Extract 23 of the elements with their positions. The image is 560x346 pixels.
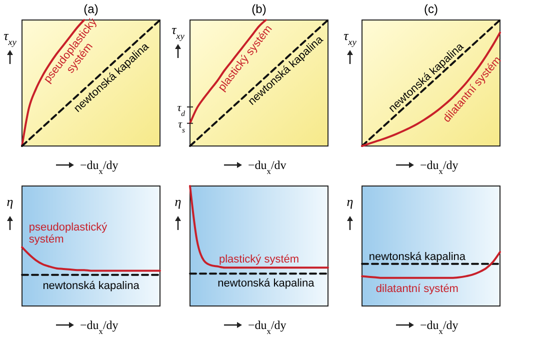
chart-title: (b) [252,2,266,16]
y-axis-title: η [174,194,182,209]
x-axis-title: −du$_{x}$/dy [420,158,458,176]
y-axis-title: η [6,194,14,209]
chart-title: (a) [84,2,98,16]
series-label: pseudoplastický systém [28,221,108,246]
x-axis-title: −du$_{x}$/dy [248,318,286,336]
series-label: newtonská kapalina [42,280,140,292]
ref-line-label: τ$_{d}$ [177,102,186,118]
series-label: newtonská kapalina [368,250,466,263]
series-label: newtonská kapalina [218,278,316,290]
series-label: dilatantní systém [376,282,458,295]
x-axis-title: −du$_{x}$/dy [80,158,118,176]
x-axis-title: −du$_{x}$/dv [248,158,286,176]
chart-title: (c) [424,2,438,16]
x-axis-title: −du$_{x}$/dy [80,318,118,336]
y-axis-title: η [346,194,354,209]
y-axis-title: τ$_{xy}$ [172,22,186,41]
series-label: plastický systém [218,254,300,266]
y-axis-title: τ$_{xy}$ [344,28,358,47]
y-axis-title: τ$_{xy}$ [4,28,18,47]
ref-line-label: τ$_{s}$ [178,118,185,134]
x-axis-title: −du$_{x}$/dy [420,318,458,336]
